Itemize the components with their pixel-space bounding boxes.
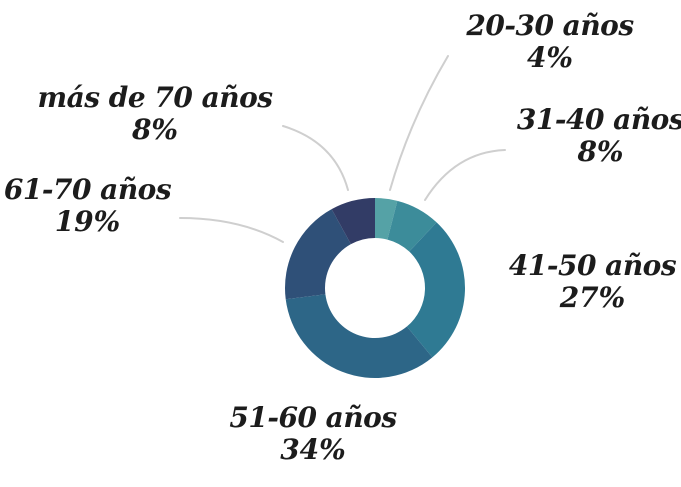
leader-lines	[179, 55, 506, 243]
slice-category-label: 61-70 años	[3, 173, 172, 206]
slice-percent-label: 8%	[131, 113, 179, 147]
slice-percent-label: 8%	[577, 135, 624, 169]
slice-61-70	[285, 209, 351, 300]
slice-category-label: 41-50 años	[508, 249, 677, 282]
slice-label-31-40: 31-40 años 8%	[508, 103, 681, 169]
leader-line	[424, 149, 506, 201]
slice-51-60	[285, 294, 433, 379]
slice-percent-label: 19%	[54, 205, 121, 239]
leader-line	[389, 55, 449, 191]
slice-20-30	[375, 198, 398, 240]
slice-percent-label: 4%	[526, 41, 574, 75]
leader-line	[282, 125, 349, 191]
leader-line	[179, 217, 284, 243]
slice-label-41-50: 41-50 años 27%	[500, 249, 681, 315]
slice-label-61-70: 61-70 años 19%	[0, 173, 175, 239]
slice-category-label: más de 70 años	[37, 81, 273, 114]
slice-percent-label: 34%	[280, 433, 346, 467]
slice-category-label: 20-30 años	[466, 9, 634, 42]
donut-slices	[285, 198, 466, 379]
slice-41-50	[406, 222, 466, 358]
slice-percent-label: 27%	[559, 281, 626, 315]
slice-label-mas-de-70: más de 70 años 8%	[35, 81, 275, 147]
slice-category-label: 51-60 años	[229, 401, 397, 434]
slice-31-40	[387, 200, 437, 252]
slice-label-20-30: 20-30 años 4%	[455, 9, 645, 75]
slice-label-51-60: 51-60 años 34%	[218, 401, 408, 467]
slice-category-label: 31-40 años	[516, 103, 681, 136]
slice-mas-de-70	[331, 198, 375, 245]
